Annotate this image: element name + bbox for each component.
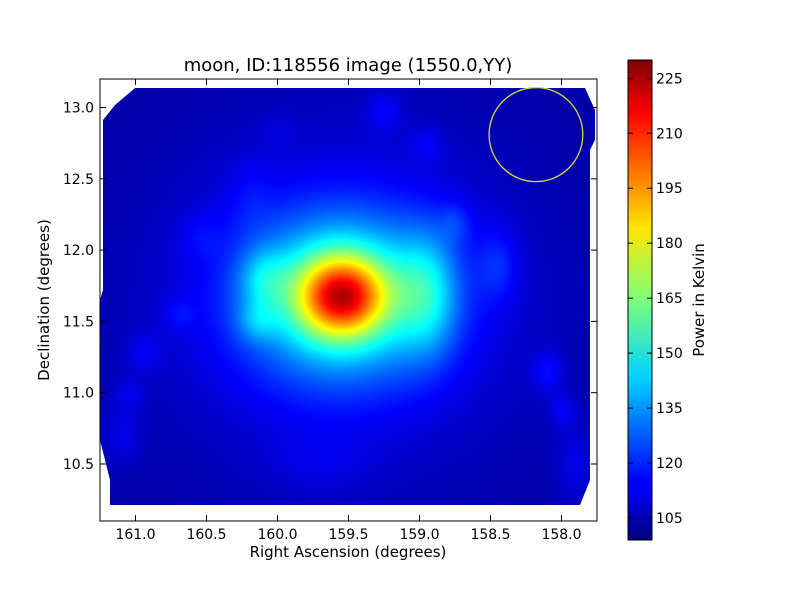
colorbar-gradient [628, 60, 652, 540]
y-tick-label: 13.0 [63, 101, 94, 117]
x-tick-label: 158.0 [541, 527, 581, 543]
colorbar-tick-label: 150 [656, 346, 683, 362]
colorbar-frame [627, 59, 653, 541]
y-tick-label: 12.0 [63, 243, 94, 259]
x-tick-label: 160.5 [186, 527, 226, 543]
y-tick-label: 11.5 [63, 314, 94, 330]
chart-title: moon, ID:118556 image (1550.0,YY) [184, 55, 513, 76]
colorbar-tick-label: 165 [656, 291, 683, 307]
beam-circle [488, 86, 584, 183]
colorbar: 105 120 135 150 165 180 195 210 225 Power in Kel… [627, 59, 708, 541]
colorbar-tick-label: 195 [656, 181, 683, 197]
y-axis-label: Declination (degrees) [35, 219, 53, 381]
colorbar-tick-label: 225 [656, 71, 683, 87]
y-tick-label: 10.5 [63, 457, 94, 473]
x-tick-label: 159.0 [399, 527, 439, 543]
colorbar-tick-label: 180 [656, 236, 683, 252]
x-tick-label: 159.5 [328, 527, 368, 543]
x-tick-label: 161.0 [115, 527, 155, 543]
x-axis: 161.0 160.5 160.0 159.5 159.0 158.5 158.0 [115, 79, 582, 543]
x-tick-label: 158.5 [470, 527, 510, 543]
colorbar-tick-label: 105 [656, 511, 683, 527]
y-axis: 10.5 11.0 11.5 12.0 12.5 13.0 [63, 101, 597, 473]
plot-area: 161.0 160.5 160.0 159.5 159.0 158.5 158.0 10.5… [63, 78, 598, 543]
y-tick-label: 12.5 [63, 172, 94, 188]
colorbar-tick-label: 210 [656, 126, 683, 142]
colorbar-tick-label: 135 [656, 401, 683, 417]
x-tick-label: 160.0 [257, 527, 297, 543]
x-axis-label: Right Ascension (degrees) [250, 543, 447, 561]
y-tick-label: 11.0 [63, 386, 94, 402]
colorbar-label: Power in Kelvin [690, 243, 708, 357]
colorbar-tick-label: 120 [656, 456, 683, 472]
